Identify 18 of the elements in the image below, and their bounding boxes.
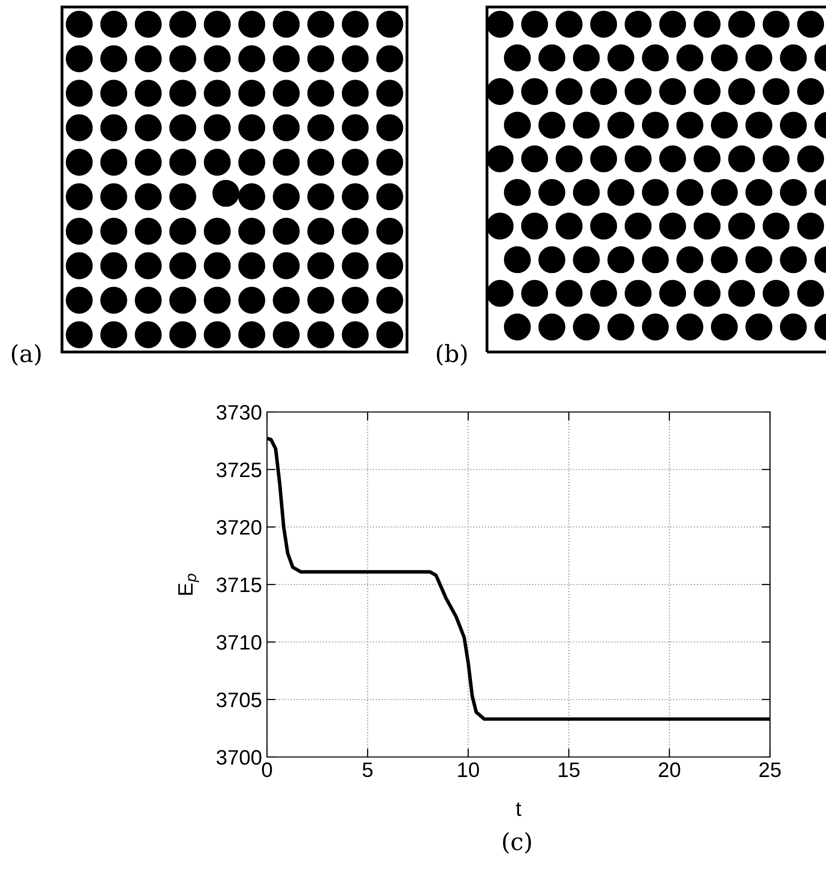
x-tick-label: 15 <box>558 762 580 778</box>
y-tick-label: 3725 <box>216 462 262 478</box>
y-tick-label: 3710 <box>216 635 262 650</box>
y-tick-label: 3705 <box>216 692 262 708</box>
x-axis-title: t <box>516 802 522 816</box>
y-tick-label: 3720 <box>216 520 262 535</box>
text: (b) <box>436 344 467 366</box>
x-tick-label: 5 <box>362 762 373 778</box>
x-tick-label: 20 <box>658 762 680 778</box>
y-tick-label: 3700 <box>216 750 262 765</box>
text: (a) <box>12 344 41 366</box>
x-tick-label: 25 <box>759 762 781 778</box>
x-tick-label: 10 <box>458 762 479 778</box>
text: (c) <box>503 832 531 854</box>
y-tick-label: 3730 <box>216 405 262 420</box>
y-tick-label: 3715 <box>216 578 262 592</box>
x-tick-label: 0 <box>262 762 272 778</box>
y-axis-title: E$_{p}$ <box>178 574 200 595</box>
